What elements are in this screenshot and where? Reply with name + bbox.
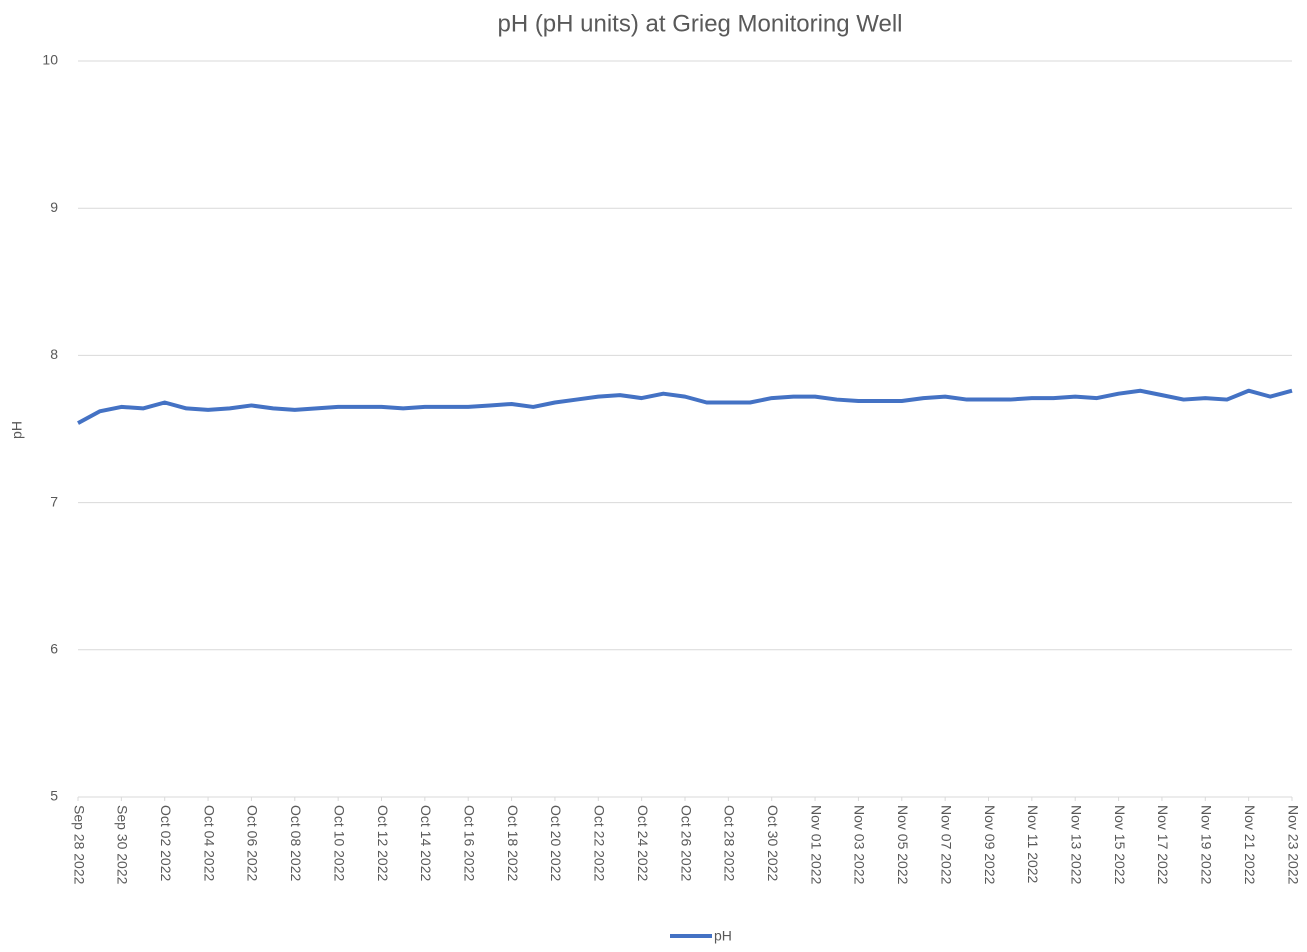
x-tick-label: Oct 02 2022 — [158, 805, 174, 881]
legend-label: pH — [714, 928, 732, 944]
x-tick-label: Nov 21 2022 — [1242, 805, 1258, 885]
x-tick-label: Oct 28 2022 — [722, 805, 738, 881]
y-tick-label: 7 — [50, 493, 58, 509]
x-tick-label: Nov 23 2022 — [1285, 805, 1301, 885]
x-tick-label: Oct 26 2022 — [678, 805, 694, 881]
x-tick-label: Nov 07 2022 — [938, 805, 954, 885]
x-tick-label: Nov 11 2022 — [1025, 805, 1041, 884]
y-tick-label: 6 — [50, 641, 58, 657]
x-tick-label: Sep 30 2022 — [115, 805, 131, 885]
x-tick-label: Oct 22 2022 — [592, 805, 608, 881]
x-tick-label: Nov 15 2022 — [1112, 805, 1128, 885]
x-tick-label: Oct 10 2022 — [331, 805, 347, 881]
x-tick-label: Oct 20 2022 — [548, 805, 564, 881]
x-tick-label: Nov 17 2022 — [1155, 805, 1171, 885]
x-tick-label: Oct 16 2022 — [462, 805, 478, 881]
x-tick-label: Nov 09 2022 — [982, 805, 998, 885]
y-tick-label: 5 — [50, 788, 58, 804]
x-tick-label: Nov 03 2022 — [852, 805, 868, 885]
x-tick-label: Oct 14 2022 — [418, 805, 434, 881]
chart-title: pH (pH units) at Grieg Monitoring Well — [497, 10, 902, 37]
x-tick-label: Oct 12 2022 — [375, 805, 391, 881]
x-tick-label: Oct 04 2022 — [201, 805, 217, 881]
data-line — [77, 388, 1293, 425]
x-tick-label: Nov 13 2022 — [1069, 805, 1085, 885]
x-tick-label: Oct 24 2022 — [635, 805, 651, 881]
x-tick-label: Oct 08 2022 — [288, 805, 304, 881]
x-tick-label: Oct 18 2022 — [505, 805, 521, 881]
x-tick-label: Nov 05 2022 — [895, 805, 911, 885]
x-tick-label: Oct 06 2022 — [245, 805, 261, 881]
y-tick-label: 8 — [50, 346, 58, 362]
y-tick-label: 9 — [50, 199, 58, 215]
x-tick-label: Oct 30 2022 — [765, 805, 781, 881]
x-tick-label: Nov 01 2022 — [808, 805, 824, 885]
y-axis-label: pH — [9, 421, 25, 439]
y-tick-label: 10 — [42, 52, 58, 68]
x-tick-label: Sep 28 2022 — [71, 805, 87, 885]
x-tick-label: Nov 19 2022 — [1199, 805, 1215, 885]
